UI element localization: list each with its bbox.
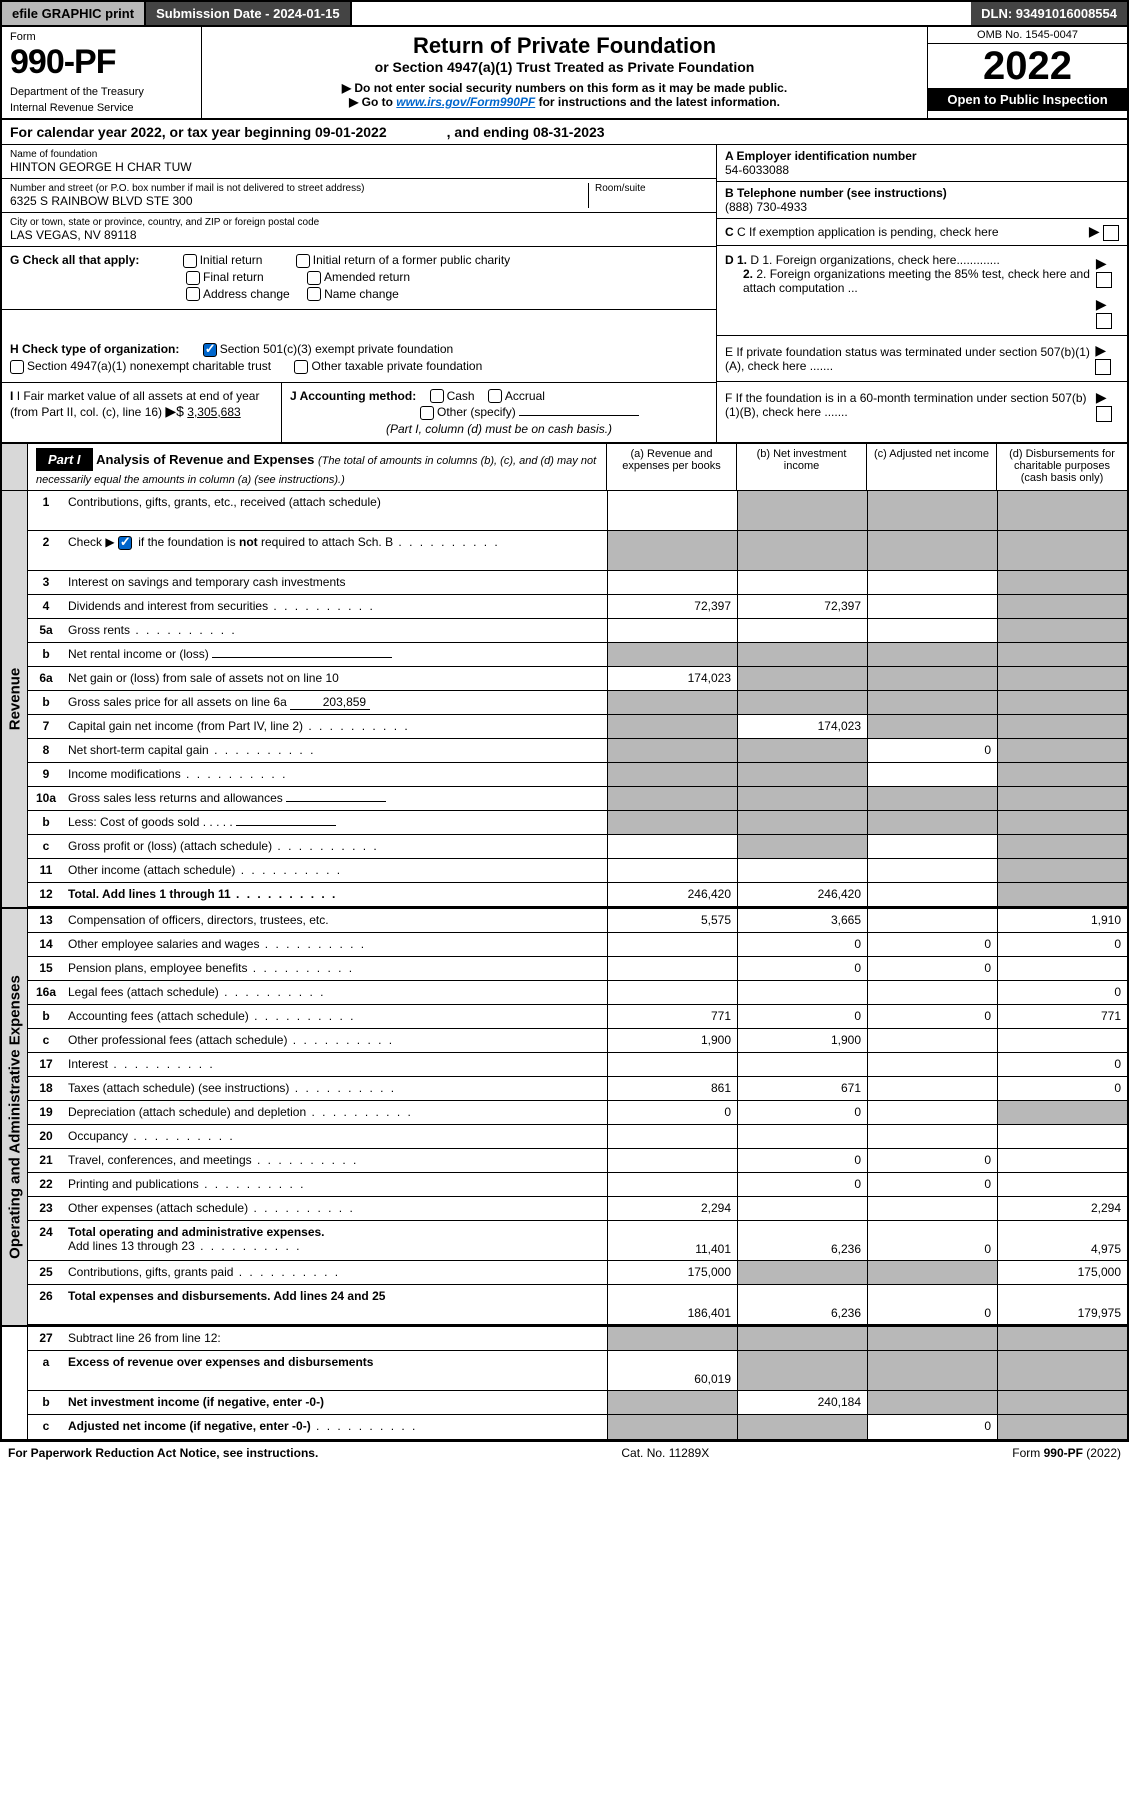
cb-initial[interactable] [183,254,197,268]
cb-e[interactable] [1095,359,1111,375]
box-c: C C If exemption application is pending,… [717,219,1127,246]
box-e: E If private foundation status was termi… [717,336,1127,382]
box-h: H Check type of organization: Section 50… [2,336,716,383]
omb-number: OMB No. 1545-0047 [928,27,1127,44]
col-c-header: (c) Adjusted net income [867,444,997,490]
cb-4947[interactable] [10,360,24,374]
revenue-side-label: Revenue [2,491,28,907]
cb-name[interactable] [307,287,321,301]
dept-irs: Internal Revenue Service [10,102,193,114]
cb-j-other[interactable] [420,406,434,420]
cb-initial-pub[interactable] [296,254,310,268]
cb-d2[interactable] [1096,313,1112,329]
submission-date: Submission Date - 2024-01-15 [146,2,352,25]
footer: For Paperwork Reduction Act Notice, see … [0,1441,1129,1464]
expenses-side-label: Operating and Administrative Expenses [2,909,28,1325]
efile-print-button[interactable]: efile GRAPHIC print [2,2,146,25]
form-note-link: ▶ Go to www.irs.gov/Form990PF for instru… [210,95,919,109]
address-cell: Number and street (or P.O. box number if… [2,179,716,213]
box-j: J Accounting method: Cash Accrual Other … [282,383,716,443]
irs-link[interactable]: www.irs.gov/Form990PF [396,95,535,109]
cb-d1[interactable] [1096,272,1112,288]
public-inspection: Open to Public Inspection [928,88,1127,111]
foundation-name-cell: Name of foundation HINTON GEORGE H CHAR … [2,145,716,179]
paperwork-notice: For Paperwork Reduction Act Notice, see … [8,1446,318,1460]
form-number: 990-PF [10,43,193,82]
form-label: Form [10,31,193,43]
cb-final[interactable] [186,271,200,285]
col-b-header: (b) Net investment income [737,444,867,490]
form-title: Return of Private Foundation [210,33,919,59]
box-f: F If the foundation is in a 60-month ter… [717,383,1127,428]
tax-year: 2022 [928,44,1127,88]
cb-501c3[interactable] [203,343,217,357]
form-ref: Form 990-PF (2022) [1012,1446,1121,1460]
cb-schb[interactable] [118,536,132,550]
phone-cell: B Telephone number (see instructions) (8… [717,182,1127,219]
cb-accrual[interactable] [488,389,502,403]
cb-f[interactable] [1096,406,1112,422]
form-subtitle: or Section 4947(a)(1) Trust Treated as P… [210,59,919,75]
dln-label: DLN: 93491016008554 [971,2,1127,25]
cat-no: Cat. No. 11289X [621,1446,709,1460]
cb-other-tax[interactable] [294,360,308,374]
cb-amended[interactable] [307,271,321,285]
form-header: Form 990-PF Department of the Treasury I… [0,27,1129,120]
box-i: I I Fair market value of all assets at e… [2,383,282,443]
col-a-header: (a) Revenue and expenses per books [607,444,737,490]
col-d-header: (d) Disbursements for charitable purpose… [997,444,1127,490]
cb-address[interactable] [186,287,200,301]
cb-cash[interactable] [430,389,444,403]
top-bar: efile GRAPHIC print Submission Date - 20… [0,0,1129,27]
ein-cell: A Employer identification number 54-6033… [717,145,1127,182]
form-note-ssn: ▶ Do not enter social security numbers o… [210,81,919,95]
dept-treasury: Department of the Treasury [10,86,193,98]
box-d: D 1. D 1. Foreign organizations, check h… [717,247,1127,336]
calendar-year-row: For calendar year 2022, or tax year begi… [0,120,1129,145]
part1-header: Part I Analysis of Revenue and Expenses … [28,444,607,490]
box-c-checkbox[interactable] [1103,225,1119,241]
box-g: G Check all that apply: Initial return I… [2,247,716,310]
city-cell: City or town, state or province, country… [2,213,716,247]
